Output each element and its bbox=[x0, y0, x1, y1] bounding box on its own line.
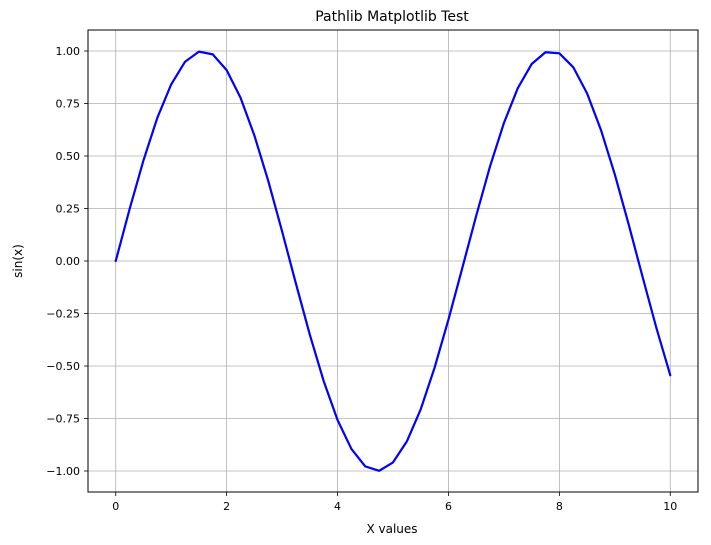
x-tick-label: 8 bbox=[556, 500, 563, 513]
y-tick-label: 0.75 bbox=[56, 98, 81, 111]
x-tick-label: 10 bbox=[663, 500, 677, 513]
x-tick-label: 0 bbox=[112, 500, 119, 513]
series-line bbox=[114, 50, 672, 472]
y-tick-label: 0.00 bbox=[56, 255, 81, 268]
y-tick-label: 0.50 bbox=[56, 150, 81, 163]
y-tick-label: −0.25 bbox=[46, 308, 80, 321]
x-tick-label: 6 bbox=[445, 500, 452, 513]
x-tick-label: 2 bbox=[223, 500, 230, 513]
y-axis-ticks: −1.00 −0.75 −0.50 −0.25 0.00 0.25 0.50 0.75 1.00 bbox=[46, 45, 88, 478]
y-tick-label: −0.50 bbox=[46, 360, 80, 373]
x-axis-label: X values bbox=[366, 522, 417, 536]
y-tick-label: 1.00 bbox=[56, 45, 81, 58]
y-tick-label: −1.00 bbox=[46, 465, 80, 478]
series-layer bbox=[114, 50, 672, 472]
x-tick-label: 4 bbox=[334, 500, 341, 513]
y-axis-label: sin(x) bbox=[11, 244, 25, 278]
grid-lines bbox=[88, 30, 698, 492]
x-axis-ticks: 0 2 4 6 8 10 bbox=[112, 492, 677, 513]
chart-title: Pathlib Matplotlib Test bbox=[315, 9, 469, 25]
y-tick-label: −0.75 bbox=[46, 413, 80, 426]
y-tick-label: 0.25 bbox=[56, 203, 81, 216]
